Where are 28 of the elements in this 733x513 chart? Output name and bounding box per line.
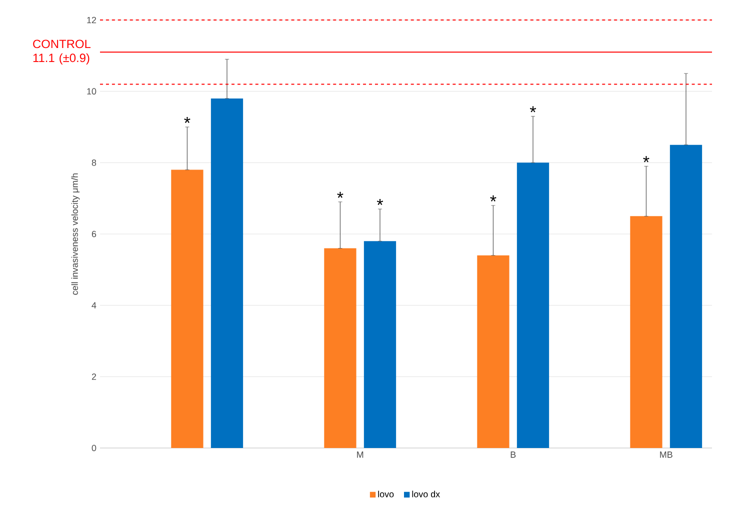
data-label: * <box>376 198 384 206</box>
bar <box>630 216 662 448</box>
y-axis-title: cell invasiveness velocity μm/h <box>71 173 80 295</box>
bar <box>364 241 396 448</box>
y-tick-label: 8 <box>92 159 96 166</box>
legend-label: lovo <box>378 490 394 498</box>
data-label: * <box>530 106 536 112</box>
data-label: * <box>643 156 650 162</box>
x-tick-label: MB <box>660 452 672 458</box>
y-tick-label: 2 <box>92 374 96 380</box>
bar <box>171 170 204 448</box>
data-label: * <box>337 192 344 198</box>
bar <box>210 98 244 448</box>
data-label: * <box>490 195 496 202</box>
y-tick-label: 10 <box>87 88 96 95</box>
bar <box>516 162 550 448</box>
y-tick-label: 6 <box>92 230 96 238</box>
bar <box>477 255 510 448</box>
x-tick-label: M <box>357 452 364 458</box>
legend-label: lovo dx <box>412 490 440 498</box>
x-tick-label: B <box>510 452 516 458</box>
data-label: * <box>184 116 190 123</box>
bar <box>324 248 356 448</box>
bar <box>670 144 702 448</box>
y-tick-label: 0 <box>92 444 96 452</box>
ref-line-label: CONTROL 11.1 (±0.9) <box>33 40 91 64</box>
y-tick-label: 12 <box>87 16 96 24</box>
y-tick-label: 4 <box>92 302 96 308</box>
